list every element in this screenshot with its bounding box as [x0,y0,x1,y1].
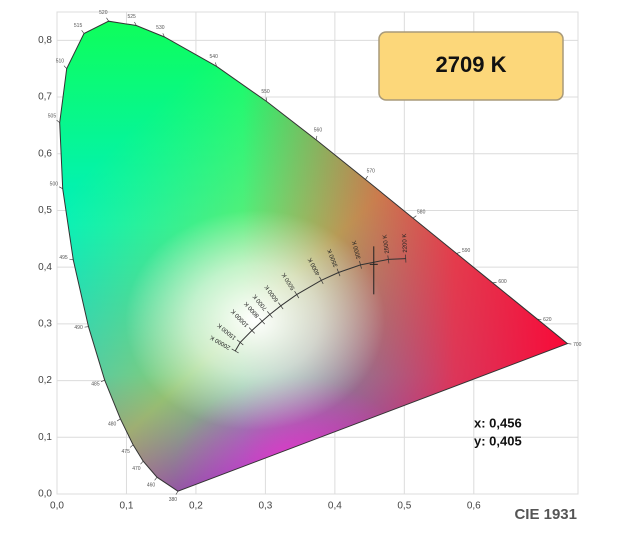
y-tick-label: 0,6 [38,148,52,159]
wavelength-label: 485 [91,381,100,387]
wavelength-tick [63,65,67,69]
cct-tick [359,260,362,269]
wavelength-label: 495 [59,255,68,261]
wavelength-label: 570 [367,168,376,174]
cct-tick [248,327,255,334]
wavelength-tick [162,33,165,38]
wavelength-tick [81,30,85,34]
wavelength-label: 380 [169,497,178,503]
cct-tick [319,276,324,285]
wavelength-tick [134,21,137,26]
cct-tick [267,311,273,318]
planckian-locus [234,258,406,352]
y-tick-label: 0,4 [38,262,52,273]
wavelength-label: 590 [462,248,471,254]
wavelength-label: 505 [48,114,57,120]
wavelength-label: 600 [498,279,507,285]
wavelength-label: 470 [132,466,141,472]
x-tick-label: 0,6 [467,501,481,512]
y-tick-label: 0,5 [38,205,52,216]
wavelength-tick [140,461,144,465]
x-tick-label: 0,3 [258,501,272,512]
x-tick-label: 0,1 [120,501,134,512]
point-y-label: y: 0,405 [474,433,522,448]
wavelength-tick [69,258,74,261]
cct-badge [378,31,564,101]
wavelength-tick [154,476,158,481]
wavelength-label: 510 [56,59,65,65]
wavelength-label: 490 [74,325,83,331]
wavelength-label: 620 [543,317,552,323]
y-tick-label: 0,2 [38,375,52,386]
cct-label: 2200 K [402,233,409,252]
wavelength-label: 515 [74,23,83,29]
wavelength-label: 530 [156,25,165,31]
y-tick-label: 0,1 [38,432,52,443]
wavelength-label: 560 [314,127,323,133]
point-x-label: x: 0,456 [474,415,522,430]
wavelength-label: 540 [210,54,219,60]
wavelength-label: 480 [108,422,117,428]
wavelength-tick [56,119,60,123]
wavelength-label: 550 [261,89,270,95]
cct-tick [387,255,390,264]
wavelength-label: 525 [127,14,136,20]
wavelength-tick [365,175,368,180]
wavelength-tick [456,251,461,254]
y-tick-label: 0,0 [38,489,52,500]
wavelength-tick [59,186,63,189]
y-tick-label: 0,3 [38,319,52,330]
x-tick-label: 0,0 [50,501,64,512]
wavelength-tick [116,418,121,422]
cct-label: 2500 K [382,234,391,254]
cct-label: 3000 K [352,240,363,260]
x-tick-label: 0,2 [189,501,203,512]
cct-tick [294,291,300,299]
wavelength-tick [129,444,134,448]
x-tick-label: 0,5 [397,501,411,512]
wavelength-tick [567,343,572,345]
cct-tick [336,268,341,277]
cct-tick [278,302,284,310]
chart-title: CIE 1931 [514,506,577,523]
wavelength-label: 460 [147,482,156,488]
wavelength-tick [412,215,417,219]
wavelength-label: 580 [417,210,426,216]
wavelength-tick [106,17,109,22]
x-tick-label: 0,4 [328,501,342,512]
wavelength-tick [215,62,217,67]
fill-white [125,210,385,430]
cct-tick [259,317,265,325]
wavelength-label: 700 [573,342,582,348]
y-tick-label: 0,8 [38,35,52,46]
cct-tick [231,348,239,354]
wavelength-label: 475 [122,449,131,455]
wavelength-tick [175,491,179,495]
cct-badge-text: 2709 K [436,52,507,77]
cct-tick [236,339,244,346]
wavelength-tick [100,379,105,382]
wavelength-tick [315,135,318,140]
wavelength-label: 500 [50,181,59,187]
wavelength-label: 520 [99,10,108,16]
y-tick-label: 0,7 [38,92,52,103]
